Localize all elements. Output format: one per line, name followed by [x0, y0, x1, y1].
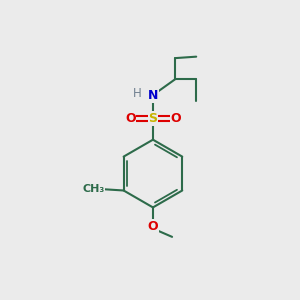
- Text: O: O: [148, 220, 158, 233]
- Text: N: N: [148, 89, 158, 102]
- Text: O: O: [125, 112, 136, 125]
- Text: O: O: [170, 112, 181, 125]
- Text: S: S: [148, 112, 158, 125]
- Text: H: H: [133, 87, 142, 100]
- Text: CH₃: CH₃: [82, 184, 105, 194]
